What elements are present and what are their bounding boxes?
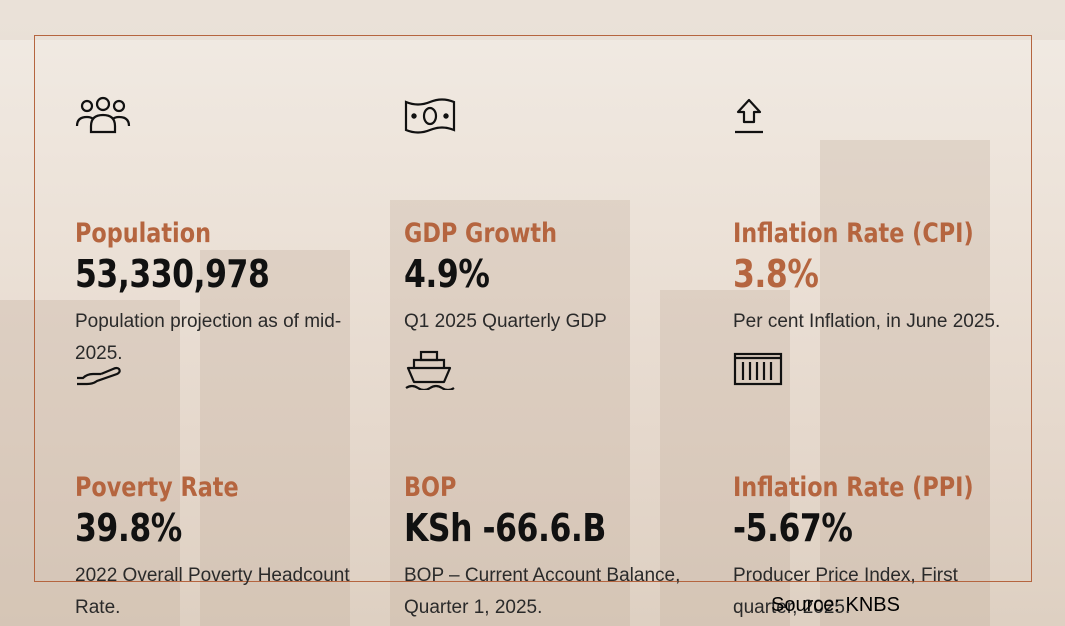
arrow-up-tray-icon — [733, 96, 789, 136]
stat-value: -5.67% — [733, 506, 853, 550]
stat-title: Inflation Rate (CPI) — [733, 218, 974, 249]
stat-value: 3.8% — [733, 252, 819, 296]
stat-title: Population — [75, 218, 211, 249]
stats-panel: Population 53,330,978 Population project… — [34, 35, 1032, 618]
stat-description: Producer Price Index, First quarter, 202… — [733, 565, 958, 618]
stat-description: Q1 2025 Quarterly GDP — [404, 311, 607, 332]
stat-title: Inflation Rate (PPI) — [733, 472, 974, 503]
people-group-icon — [75, 96, 131, 136]
stat-description: BOP – Current Account Balance, Quarter 1… — [404, 565, 681, 618]
container-icon — [733, 350, 789, 390]
stat-value: 4.9% — [404, 252, 490, 296]
open-hand-icon — [75, 350, 131, 390]
source-caption: Source: KNBS — [771, 594, 900, 616]
stat-title: Poverty Rate — [75, 472, 239, 503]
banknote-icon — [404, 96, 460, 136]
stat-description: Per cent Inflation, in June 2025. — [733, 311, 1001, 332]
stat-title: GDP Growth — [404, 218, 558, 249]
stat-description: Population projection as of mid-2025. — [75, 311, 342, 364]
stat-title: BOP — [404, 472, 457, 503]
stat-description: 2022 Overall Poverty Headcount Rate. — [75, 565, 350, 618]
ship-icon — [404, 350, 460, 390]
stat-value: 39.8% — [75, 506, 182, 550]
stat-value: KSh -66.6.B — [404, 506, 606, 550]
stat-value: 53,330,978 — [75, 252, 270, 296]
